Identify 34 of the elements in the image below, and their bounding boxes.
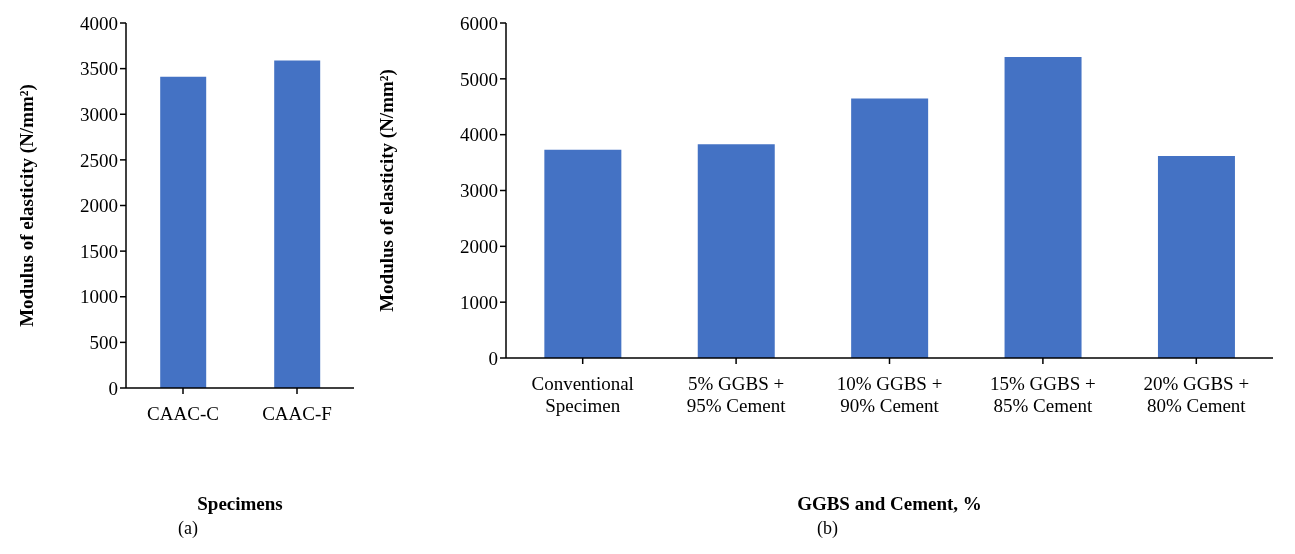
y-tick-label: 4000	[80, 12, 118, 34]
y-tick-label: 1000	[460, 291, 498, 313]
y-tick-label: 3000	[80, 104, 118, 125]
x-axis-title: Specimens	[197, 493, 283, 514]
text: (b)	[817, 518, 838, 539]
x-tick-label: Conventional Specimen	[531, 373, 634, 416]
y-tick-label: 3500	[80, 58, 118, 80]
bar	[544, 149, 622, 358]
y-tick-label: 1000	[80, 286, 118, 308]
x-tick-label: 15% GGBS + 85% Cement	[990, 373, 1096, 416]
y-tick-label: 5000	[460, 68, 498, 90]
bar	[1004, 57, 1082, 358]
y-tick-label: 6000	[460, 12, 498, 34]
x-tick-label: 20% GGBS + 80% Cement	[1143, 373, 1250, 416]
y-axis-title: Modulus of elasticity (N/mm²)	[15, 84, 38, 327]
text: (a)	[178, 518, 198, 539]
y-axis-title: Modulus of elasticity (N/mm²)	[375, 69, 398, 312]
x-tick-label: CAAC-C	[147, 403, 219, 424]
y-tick-label: 500	[89, 332, 118, 354]
y-tick-label: 0	[488, 347, 498, 369]
x-tick-label: 10% GGBS + 90% Cement	[836, 373, 943, 416]
x-tick-label: CAAC-F	[262, 403, 332, 424]
y-tick-label: 2000	[460, 236, 498, 258]
x-tick-label: 5% GGBS + 95% Cement	[686, 373, 787, 416]
bar	[851, 98, 929, 358]
y-tick-label: 2000	[80, 195, 118, 217]
y-tick-label: 1500	[80, 240, 118, 262]
y-tick-label: 2500	[80, 149, 118, 171]
x-axis-title: GGBS and Cement, %	[797, 493, 982, 514]
y-tick-label: 4000	[460, 124, 498, 146]
y-tick-label: 0	[108, 377, 118, 399]
bar	[1157, 155, 1235, 358]
y-tick-label: 3000	[460, 180, 498, 202]
bar	[697, 144, 775, 358]
